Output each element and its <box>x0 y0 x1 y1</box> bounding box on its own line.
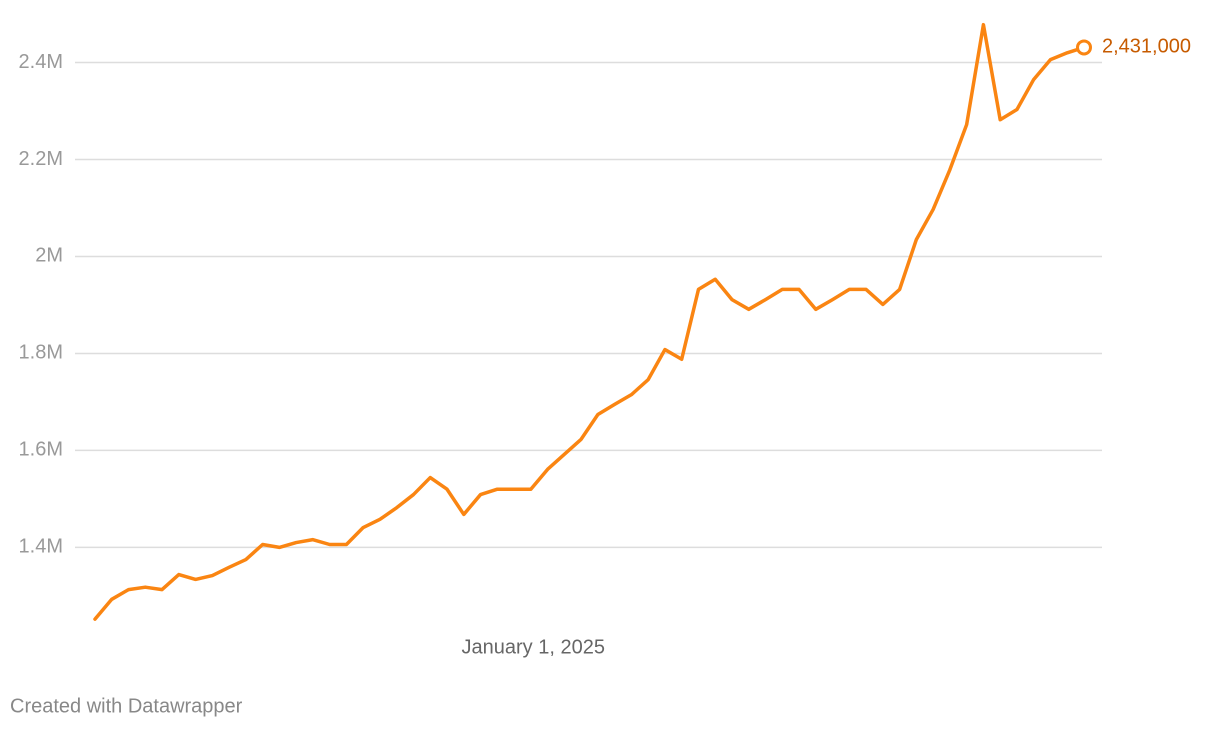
y-tick-label: 2.4M <box>19 51 63 73</box>
credit: Created with Datawrapper <box>10 695 243 717</box>
y-tick-label: 1.4M <box>19 536 63 558</box>
value-label: 2,431,000 <box>1102 36 1191 58</box>
line <box>93 22 1086 621</box>
end-marker <box>1076 39 1092 56</box>
y-tick-label: 2M <box>35 245 63 267</box>
y-tick-label: 1.8M <box>19 342 63 364</box>
y-tick-label: 2.2M <box>19 148 63 170</box>
x-tick-label: January 1, 2025 <box>462 636 605 658</box>
y-tick-label: 1.6M <box>19 439 63 461</box>
